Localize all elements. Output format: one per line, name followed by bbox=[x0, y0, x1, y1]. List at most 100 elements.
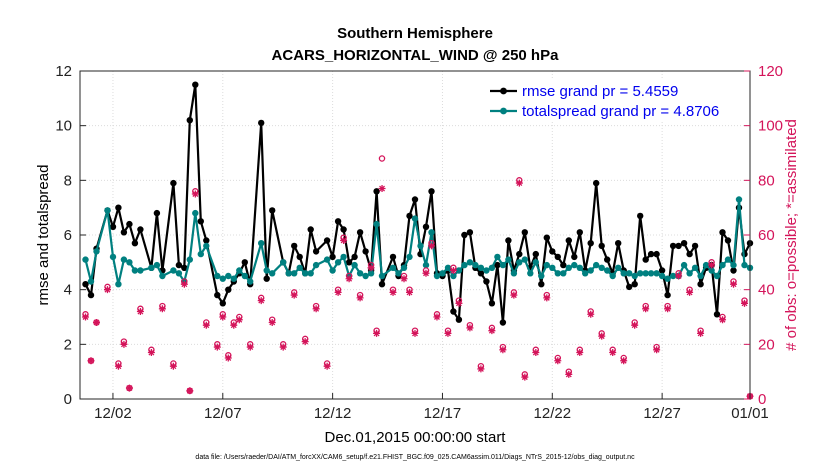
series-point-rmse bbox=[203, 237, 210, 244]
y-tick-label: 12 bbox=[55, 63, 72, 80]
obs-assimilated-point bbox=[455, 299, 463, 307]
series-point-rmse bbox=[538, 281, 545, 288]
series-point-totalspread bbox=[263, 267, 270, 274]
obs-possible-point bbox=[378, 155, 386, 162]
obs-assimilated-point bbox=[180, 280, 188, 288]
y-tick-label: 2 bbox=[64, 336, 72, 353]
series-point-totalspread bbox=[422, 261, 430, 269]
series-point-totalspread bbox=[214, 272, 221, 280]
series-point-totalspread bbox=[488, 264, 496, 271]
x-tick-label: 12/27 bbox=[643, 405, 681, 422]
series-point-rmse bbox=[334, 218, 342, 225]
obs-assimilated-point bbox=[378, 185, 386, 193]
series-point-rmse bbox=[214, 291, 221, 299]
x-tick-label: 12/22 bbox=[534, 405, 572, 422]
series-point-rmse bbox=[516, 250, 523, 258]
series-point-totalspread bbox=[702, 261, 710, 269]
series-point-totalspread bbox=[236, 267, 243, 274]
x-tick-label: 01/01 bbox=[731, 405, 769, 422]
obs-assimilated-point bbox=[411, 329, 419, 337]
series-point-totalspread bbox=[554, 270, 561, 277]
series-point-rmse bbox=[626, 283, 633, 291]
series-point-totalspread bbox=[571, 261, 578, 269]
y-tick-label: 10 bbox=[55, 118, 72, 135]
x-tick-label: 12/12 bbox=[314, 405, 352, 422]
series-point-totalspread bbox=[510, 270, 518, 277]
series-point-totalspread bbox=[241, 272, 248, 280]
series-point-totalspread bbox=[395, 270, 402, 277]
series-point-rmse bbox=[269, 207, 276, 214]
series-point-rmse bbox=[631, 281, 638, 288]
series-point-rmse bbox=[378, 281, 386, 288]
series-point-totalspread bbox=[598, 264, 605, 271]
series-point-rmse bbox=[422, 223, 430, 230]
obs-assimilated-point bbox=[708, 261, 716, 269]
series-point-rmse bbox=[543, 234, 550, 241]
obs-assimilated-point bbox=[741, 299, 749, 307]
series-point-totalspread bbox=[131, 267, 139, 274]
series-point-totalspread bbox=[411, 215, 419, 222]
series-point-totalspread bbox=[362, 272, 369, 280]
series-point-totalspread bbox=[527, 270, 534, 277]
series-point-rmse bbox=[532, 250, 539, 258]
series-point-totalspread bbox=[560, 270, 567, 277]
obs-assimilated-point bbox=[543, 294, 551, 302]
series-point-totalspread bbox=[609, 272, 616, 280]
series-point-rmse bbox=[615, 240, 622, 247]
series-point-totalspread bbox=[82, 256, 89, 263]
series-point-rmse bbox=[680, 240, 688, 247]
obs-assimilated-point bbox=[587, 310, 595, 318]
series-point-rmse bbox=[499, 319, 507, 326]
series-point-rmse bbox=[549, 248, 556, 255]
series-point-rmse bbox=[730, 267, 737, 274]
series-point-totalspread bbox=[439, 270, 446, 277]
series-point-totalspread bbox=[647, 270, 655, 277]
series-point-rmse bbox=[131, 240, 139, 247]
series-point-rmse bbox=[263, 275, 270, 282]
series-point-rmse bbox=[724, 237, 732, 244]
series-point-rmse bbox=[477, 270, 485, 277]
series-point-rmse bbox=[565, 237, 572, 244]
series-point-rmse bbox=[153, 209, 161, 217]
series-point-rmse bbox=[554, 253, 561, 261]
y-tick-label: 0 bbox=[64, 391, 72, 408]
legend-label-spread: totalspread grand pr = 4.8706 bbox=[522, 103, 719, 120]
series-point-totalspread bbox=[499, 261, 507, 269]
series-point-rmse bbox=[109, 223, 117, 230]
series-point-totalspread bbox=[615, 264, 622, 271]
series-point-rmse bbox=[664, 291, 671, 299]
series-point-totalspread bbox=[516, 259, 523, 266]
obs-assimilated-point bbox=[466, 324, 474, 332]
series-point-totalspread bbox=[455, 267, 463, 274]
series-point-totalspread bbox=[126, 259, 133, 266]
series-point-totalspread bbox=[680, 261, 688, 269]
series-point-rmse bbox=[312, 248, 320, 255]
obs-assimilated-point bbox=[125, 384, 133, 392]
obs-assimilated-point bbox=[81, 313, 89, 321]
series-point-rmse bbox=[373, 188, 380, 195]
series-point-totalspread bbox=[280, 259, 287, 266]
series-point-totalspread bbox=[302, 270, 309, 277]
series-point-rmse bbox=[658, 267, 666, 274]
y-right-tick-label: 100 bbox=[758, 118, 783, 135]
y-right-tick-label: 0 bbox=[758, 391, 766, 408]
y-right-tick-label: 40 bbox=[758, 282, 775, 299]
series-point-totalspread bbox=[664, 275, 671, 282]
series-point-totalspread bbox=[417, 242, 424, 250]
series-point-rmse bbox=[241, 259, 248, 266]
series-point-totalspread bbox=[247, 278, 254, 285]
series-point-rmse bbox=[686, 250, 693, 258]
series-point-rmse bbox=[120, 229, 128, 236]
series-point-totalspread bbox=[713, 272, 721, 280]
obs-assimilated-point bbox=[521, 373, 529, 381]
obs-assimilated-point bbox=[373, 329, 381, 337]
obs-assimilated-point bbox=[257, 297, 265, 305]
series-point-rmse bbox=[351, 253, 358, 261]
obs-assimilated-point bbox=[406, 288, 414, 296]
obs-assimilated-point bbox=[268, 318, 276, 326]
series-point-totalspread bbox=[115, 281, 122, 288]
series-point-totalspread bbox=[203, 242, 210, 250]
obs-assimilated-point bbox=[356, 294, 364, 302]
obs-assimilated-point bbox=[345, 275, 353, 283]
